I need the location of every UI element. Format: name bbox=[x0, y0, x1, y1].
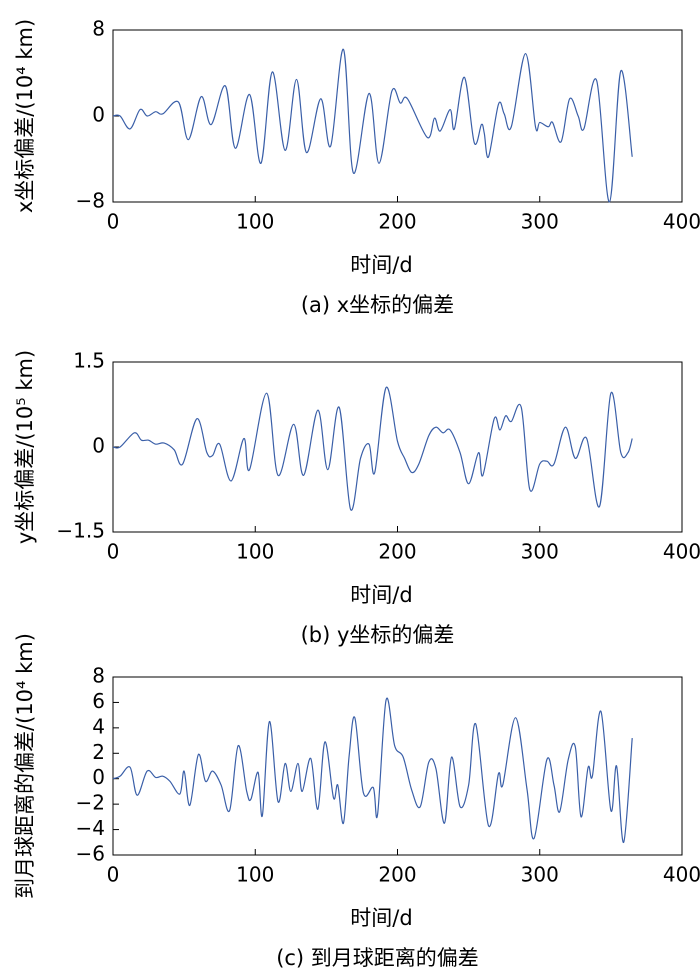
x-tick-label: 0 bbox=[107, 210, 120, 234]
x-tick-label: 100 bbox=[236, 210, 274, 234]
data-line bbox=[112, 386, 633, 511]
y-tick-label: 0 bbox=[92, 765, 105, 789]
x-tick-label: 400 bbox=[663, 863, 700, 887]
y-tick-label: −8 bbox=[76, 189, 105, 213]
x-axis-label: 时间/d bbox=[350, 253, 412, 277]
x-tick-label: 100 bbox=[236, 863, 274, 887]
x-tick-label: 100 bbox=[236, 540, 274, 564]
x-tick-label: 200 bbox=[378, 863, 416, 887]
y-tick-label: 8 bbox=[92, 664, 105, 688]
y-tick-label: −6 bbox=[76, 842, 105, 866]
y-tick-label: 0 bbox=[92, 434, 105, 458]
caption: (c) 到月球距离的偏差 bbox=[276, 946, 479, 970]
y-tick-label: 0 bbox=[92, 103, 105, 127]
data-line bbox=[112, 48, 633, 203]
x-tick-label: 400 bbox=[663, 540, 700, 564]
y-axis-label: 到月球距离的偏差/(10⁴ km) bbox=[13, 633, 37, 899]
x-tick-label: 200 bbox=[378, 210, 416, 234]
caption: (b) y坐标的偏差 bbox=[301, 623, 455, 647]
data-line bbox=[112, 697, 633, 843]
y-tick-label: −4 bbox=[76, 816, 105, 840]
y-tick-label: 2 bbox=[92, 740, 105, 764]
y-tick-label: 4 bbox=[92, 714, 105, 738]
y-tick-label: 1.5 bbox=[73, 349, 105, 373]
x-tick-label: 300 bbox=[521, 863, 559, 887]
caption: (a) x坐标的偏差 bbox=[301, 293, 454, 317]
x-tick-label: 200 bbox=[378, 540, 416, 564]
y-tick-label: 8 bbox=[92, 17, 105, 41]
x-tick-label: 0 bbox=[107, 863, 120, 887]
x-tick-label: 300 bbox=[521, 540, 559, 564]
axes-frame bbox=[112, 29, 683, 203]
axes-frame bbox=[112, 676, 683, 856]
y-axis-label: x坐标偏差/(10⁴ km) bbox=[13, 19, 37, 213]
axes-frame bbox=[112, 361, 683, 533]
y-tick-label: −2 bbox=[76, 791, 105, 815]
x-axis-label: 时间/d bbox=[350, 906, 412, 930]
x-tick-label: 300 bbox=[521, 210, 559, 234]
x-tick-label: 0 bbox=[107, 540, 120, 564]
y-tick-label: 6 bbox=[92, 689, 105, 713]
x-tick-label: 400 bbox=[663, 210, 700, 234]
x-axis-label: 时间/d bbox=[350, 583, 412, 607]
y-tick-label: −1.5 bbox=[56, 519, 105, 543]
y-axis-label: y坐标偏差/(10⁵ km) bbox=[13, 350, 37, 544]
